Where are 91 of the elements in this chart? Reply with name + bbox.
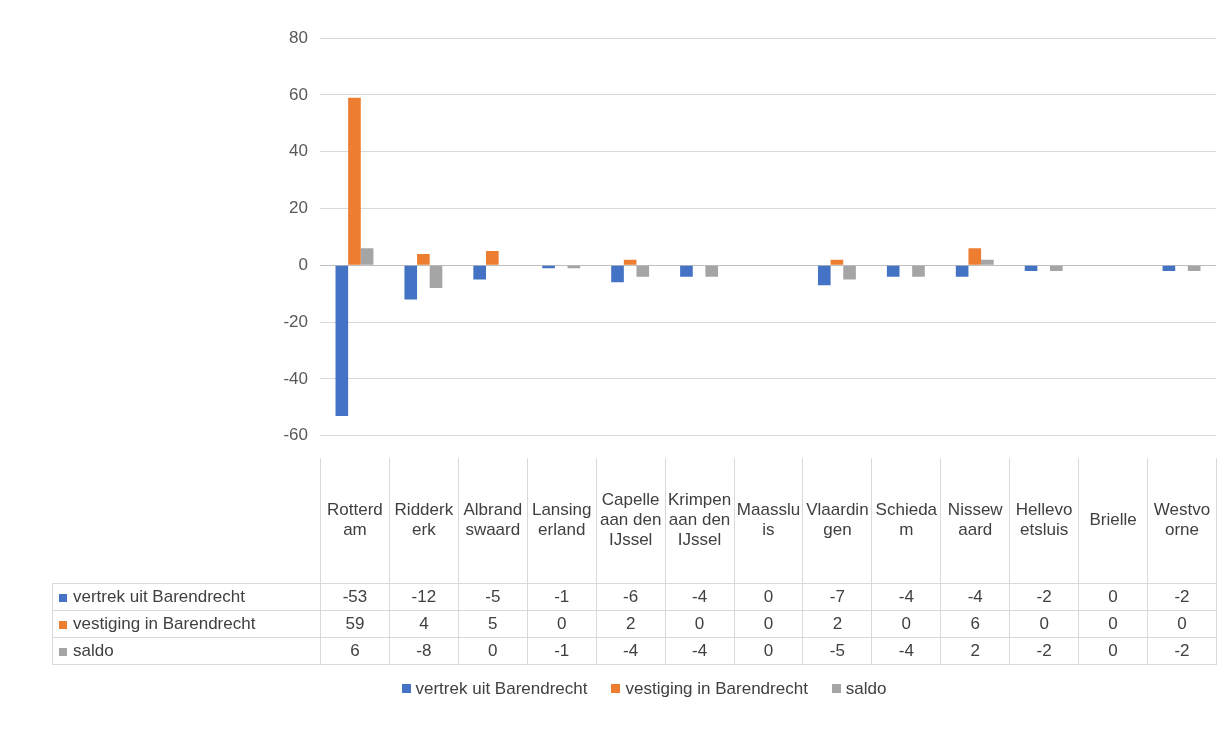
y-tick-label: 60	[289, 84, 308, 104]
x-tick-label: Krimpen aan den IJssel	[665, 458, 735, 583]
data-label: -4	[871, 583, 941, 610]
data-label: -4	[665, 583, 735, 610]
text: saldo	[73, 640, 114, 660]
bar	[1024, 265, 1038, 271]
bar	[417, 253, 430, 265]
bar	[886, 265, 900, 277]
data-label: -2	[1009, 637, 1079, 664]
data-label: 2	[596, 610, 666, 637]
data-label: 0	[734, 637, 803, 664]
data-label: 0	[1009, 610, 1079, 637]
x-tick-label: Ridderkerk	[389, 458, 459, 583]
y-tick-label: 0	[298, 255, 308, 274]
data-label: -4	[871, 637, 941, 664]
legend-label: vestiging in Barendrecht	[52, 610, 321, 637]
bar	[348, 97, 361, 265]
data-label: -5	[458, 583, 528, 610]
data-label: -2	[1147, 637, 1217, 664]
x-tick-label: Schiedam	[871, 458, 941, 583]
data-label: 0	[871, 610, 941, 637]
bar	[636, 265, 650, 277]
data-label: 0	[734, 583, 803, 610]
data-label: 2	[802, 610, 872, 637]
data-label: 59	[320, 610, 390, 637]
data-label: -4	[665, 637, 735, 664]
x-tick-label: Maassluis	[734, 458, 803, 583]
bar	[1187, 265, 1201, 271]
x-tick-label: Albrandswaard	[458, 458, 528, 583]
bar	[830, 259, 844, 265]
data-label: -12	[389, 583, 459, 610]
data-label: -2	[1147, 583, 1217, 610]
text: vestiging in Barendrecht	[625, 678, 808, 698]
x-tick-label: Rotterdam	[320, 458, 390, 583]
data-label: 0	[1147, 610, 1217, 637]
legend-label: vertrek uit Barendrecht	[52, 583, 321, 610]
x-tick-label: Westvoorne	[1147, 458, 1217, 583]
data-label: -53	[320, 583, 390, 610]
bar	[623, 259, 637, 265]
data-label: -2	[1009, 583, 1079, 610]
data-label: 0	[1078, 637, 1148, 664]
data-label: -4	[940, 583, 1010, 610]
text: vertrek uit Barendrecht	[415, 678, 588, 698]
data-label: 6	[940, 610, 1010, 637]
bar	[485, 251, 499, 265]
bar	[843, 265, 856, 280]
data-label: -6	[596, 583, 666, 610]
data-label: -5	[802, 637, 872, 664]
bar	[817, 265, 831, 286]
bar	[981, 259, 994, 265]
bar	[1162, 265, 1176, 271]
bar	[912, 265, 925, 277]
data-label: -4	[596, 637, 666, 664]
data-label: 2	[940, 637, 1010, 664]
bar	[705, 265, 719, 277]
data-label: -7	[802, 583, 872, 610]
x-tick-label: Nissewaard	[940, 458, 1010, 583]
data-label: -8	[389, 637, 459, 664]
data-label: 0	[1078, 610, 1148, 637]
data-label: 0	[1078, 583, 1148, 610]
bar	[429, 265, 443, 289]
bar	[473, 265, 486, 280]
data-label: 0	[665, 610, 735, 637]
bar	[1050, 265, 1063, 271]
bar	[611, 265, 624, 283]
y-tick-label: -60	[283, 425, 308, 445]
x-tick-label: Hellevoetsluis	[1009, 458, 1079, 583]
y-tick-label: 40	[289, 141, 308, 161]
data-label: -1	[527, 583, 597, 610]
y-tick-label: 20	[289, 198, 308, 218]
data-label: 5	[458, 610, 528, 637]
data-label: 0	[458, 637, 528, 664]
y-tick-label: -40	[283, 368, 308, 388]
x-tick-label: Lansingerland	[527, 458, 597, 583]
bar	[360, 248, 374, 265]
data-label: 0	[527, 610, 597, 637]
data-label: 0	[734, 610, 803, 637]
data-label: 4	[389, 610, 459, 637]
bar	[955, 265, 969, 277]
data-label: -1	[527, 637, 597, 664]
legend-label: saldo	[844, 678, 887, 699]
x-tick-label: Brielle	[1078, 458, 1148, 583]
y-tick-label: -20	[283, 311, 308, 331]
y-tick-label: 80	[289, 27, 308, 47]
bar	[404, 265, 418, 300]
data-label: 6	[320, 637, 390, 664]
x-tick-label: Capelle aan den IJssel	[596, 458, 666, 583]
bar	[680, 265, 693, 277]
x-tick-label: Vlaardingen	[802, 458, 872, 583]
bar	[968, 248, 982, 265]
bar	[335, 265, 349, 416]
